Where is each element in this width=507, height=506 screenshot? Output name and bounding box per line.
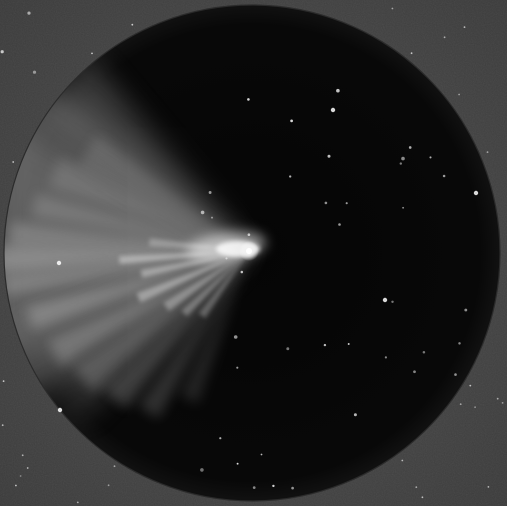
bright-star — [57, 407, 63, 413]
star — [225, 257, 228, 260]
comet-upper-plume — [40, 60, 250, 250]
star — [107, 484, 110, 487]
tail-ray — [31, 193, 249, 251]
star — [289, 175, 292, 178]
tail-ray — [48, 157, 249, 251]
star — [236, 462, 239, 465]
tail-ray — [4, 246, 249, 275]
tail-ray — [73, 251, 249, 393]
star — [496, 397, 499, 400]
star — [15, 484, 17, 487]
star — [347, 343, 350, 345]
star — [469, 384, 472, 387]
comet-tail-rays — [4, 135, 250, 419]
star — [459, 403, 462, 406]
star — [429, 156, 432, 159]
bright-star — [382, 297, 388, 303]
star — [391, 7, 394, 10]
star — [21, 454, 24, 457]
star — [19, 475, 22, 477]
star — [76, 501, 79, 504]
star — [421, 496, 424, 499]
bright-star — [473, 190, 479, 196]
star — [454, 373, 457, 376]
star — [402, 206, 405, 209]
star — [474, 406, 476, 409]
star — [291, 486, 294, 490]
outer-star-field — [0, 7, 504, 504]
star — [415, 486, 418, 489]
star — [487, 486, 490, 488]
star — [1, 424, 4, 427]
tail-ray — [25, 251, 250, 330]
bright-star — [330, 107, 336, 113]
star — [247, 233, 251, 237]
star — [463, 26, 466, 28]
star — [200, 210, 205, 215]
star — [247, 98, 250, 101]
star — [290, 119, 293, 123]
star — [210, 216, 214, 219]
star — [113, 465, 116, 468]
star — [2, 380, 5, 382]
star — [353, 413, 357, 417]
star — [486, 151, 489, 154]
star — [401, 459, 404, 462]
star — [12, 161, 15, 163]
star — [208, 191, 212, 194]
tail-ray — [179, 251, 249, 404]
star — [338, 223, 341, 226]
star — [286, 347, 290, 351]
star — [252, 486, 256, 489]
tail-ray — [48, 251, 250, 367]
comet-nucleus — [246, 248, 252, 254]
star — [413, 370, 416, 374]
bright-star — [56, 260, 62, 266]
star — [324, 201, 328, 205]
tail-ray — [104, 251, 249, 409]
tail-ray — [163, 251, 249, 312]
star — [219, 437, 222, 440]
star — [240, 270, 244, 274]
tail-ray — [78, 135, 250, 251]
tail-ray — [198, 251, 249, 319]
star — [26, 467, 29, 469]
star — [501, 402, 504, 404]
star — [0, 50, 4, 54]
star — [408, 146, 412, 149]
star — [200, 468, 204, 472]
tail-ray — [136, 251, 249, 303]
star — [32, 70, 37, 74]
star — [401, 156, 405, 161]
tail-ray — [181, 251, 249, 317]
star — [458, 93, 460, 96]
star — [260, 453, 263, 456]
star — [443, 36, 446, 39]
star — [410, 52, 413, 55]
star — [91, 52, 93, 55]
star — [464, 308, 468, 312]
star — [422, 351, 426, 354]
occulter-rim — [3, 4, 501, 502]
star — [327, 154, 331, 158]
star — [458, 342, 461, 345]
star — [131, 23, 134, 26]
star — [345, 202, 348, 205]
comet — [4, 40, 468, 490]
star — [27, 11, 31, 15]
star — [442, 174, 446, 178]
star — [323, 343, 327, 347]
star — [384, 356, 388, 359]
star — [233, 335, 238, 339]
star — [272, 484, 275, 488]
disk-star-field — [200, 88, 468, 490]
star — [236, 366, 239, 369]
star — [399, 162, 402, 165]
star — [336, 88, 340, 93]
star — [391, 300, 394, 304]
